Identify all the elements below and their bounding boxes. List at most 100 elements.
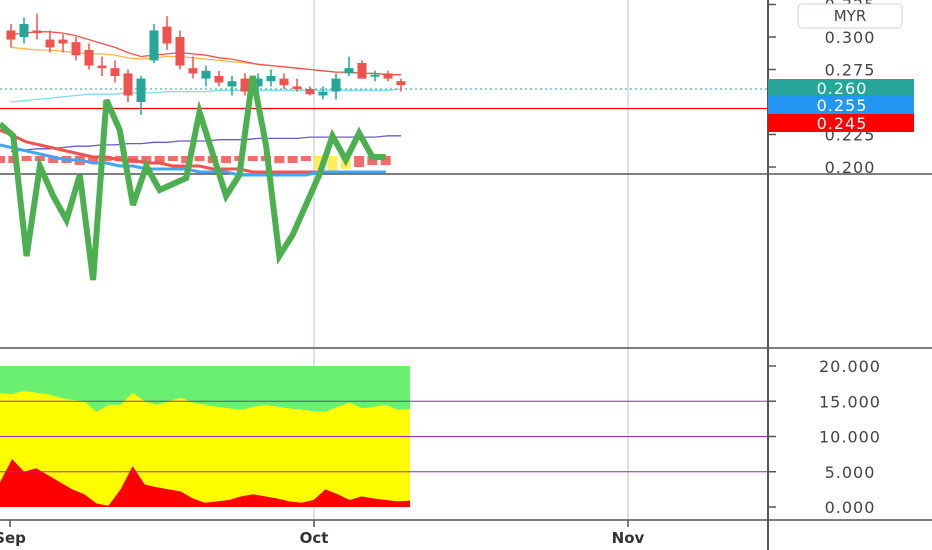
histogram-bar (194, 156, 205, 161)
oscillator-pane (0, 75, 391, 281)
candle-body (45, 39, 55, 48)
candle-body (279, 78, 289, 86)
price-label-text: 0.255 (817, 96, 868, 115)
candle (162, 16, 172, 50)
histogram-bar (141, 156, 152, 163)
x-tick-label: Nov (612, 529, 645, 547)
histogram-bar (34, 156, 45, 161)
candle (32, 13, 42, 40)
candle (110, 60, 120, 83)
candle (370, 70, 380, 82)
candle (123, 69, 133, 102)
ma-red-line (10, 31, 401, 76)
candle (318, 86, 328, 100)
candle (6, 24, 16, 48)
price-label-text: 0.260 (817, 79, 868, 98)
candle-body (136, 78, 146, 102)
x-tick-label: Oct (300, 529, 329, 547)
candle-body (292, 86, 302, 89)
candle-body (357, 63, 367, 79)
price-label-bg (768, 96, 914, 114)
histogram-bar (0, 156, 5, 163)
price-label: 0.245 (768, 114, 914, 133)
price-label: 0.255 (768, 96, 914, 115)
candle (305, 86, 315, 96)
candle-body (58, 39, 68, 44)
candle (240, 73, 250, 96)
price-pane (0, 13, 768, 153)
candle (201, 65, 211, 87)
price-label-text: 0.245 (817, 114, 868, 133)
candle-body (253, 78, 263, 87)
candle-body (240, 78, 250, 92)
histogram-bar (354, 156, 365, 167)
price-label-bg (768, 114, 914, 132)
y-tick-label: 0.200 (825, 158, 876, 177)
candle (175, 30, 185, 70)
candle (84, 43, 94, 70)
candle-body (123, 73, 133, 96)
candle (58, 34, 68, 53)
candle-body (370, 74, 380, 77)
y-tick-label: 0.300 (825, 28, 876, 47)
histogram-bar (167, 156, 178, 161)
candle-body (305, 89, 315, 95)
y-tick-label: 0.000 (825, 498, 876, 517)
candle (396, 78, 406, 92)
candle (136, 76, 146, 115)
candle (45, 30, 55, 53)
histogram-bar (314, 156, 325, 169)
y-tick-label: 15.000 (819, 392, 881, 411)
candle-body (227, 81, 237, 87)
histogram-bar (154, 156, 165, 163)
histogram-bar (367, 156, 378, 165)
currency-badge[interactable]: MYR (797, 3, 903, 29)
histogram-bar (88, 156, 99, 163)
candle-body (162, 26, 172, 44)
candle-body (6, 30, 16, 40)
candle-body (188, 68, 198, 74)
candle-body (149, 30, 159, 61)
area-red (0, 459, 410, 507)
volume-area-pane (0, 366, 768, 507)
candle (266, 69, 276, 87)
candle (292, 78, 302, 92)
histogram-bar (300, 156, 311, 161)
histogram-bar (247, 156, 258, 161)
oscillator-line (0, 75, 386, 281)
y-tick-label: 5.000 (825, 463, 876, 482)
candle (149, 24, 159, 63)
currency-label: MYR (834, 7, 867, 25)
candle-body (19, 24, 29, 37)
histogram-bar (274, 156, 285, 163)
candle-body (331, 78, 341, 92)
candle (19, 17, 29, 44)
candle (97, 56, 107, 76)
area-yellow (0, 390, 410, 507)
candle-body (175, 37, 185, 66)
candle-body (110, 68, 120, 76)
y-tick-label: 20.000 (819, 357, 881, 376)
histogram-bar (287, 156, 298, 163)
histogram-bar (48, 156, 59, 163)
histogram-bar (380, 156, 391, 165)
histogram-bar (181, 156, 192, 163)
candle (357, 60, 367, 79)
candle (227, 76, 237, 96)
candle (214, 70, 224, 87)
candle-body (32, 30, 42, 34)
candle-body (214, 76, 224, 83)
candle-body (266, 76, 276, 82)
histogram-bar (327, 156, 338, 173)
histogram-bar (221, 156, 232, 163)
y-tick-label: 10.000 (819, 428, 881, 447)
candle-body (71, 42, 81, 56)
histogram-bar (21, 156, 32, 161)
candle-body (344, 68, 354, 74)
candle-body (383, 73, 393, 79)
candle-body (318, 91, 328, 96)
candle (331, 73, 341, 100)
candle (383, 70, 393, 82)
candle-body (97, 65, 107, 69)
